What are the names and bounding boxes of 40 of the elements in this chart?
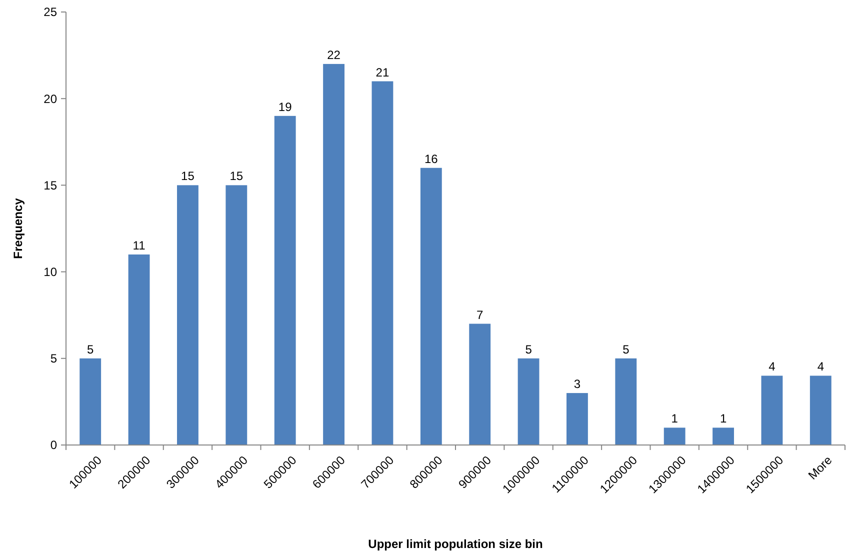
y-tick-label: 10 (44, 265, 58, 279)
bar (177, 185, 198, 445)
y-tick-label: 25 (44, 5, 58, 20)
data-label: 5 (87, 342, 94, 356)
data-label: 15 (230, 169, 244, 184)
data-label: 4 (817, 360, 824, 374)
bar (664, 428, 686, 445)
bar (810, 376, 832, 445)
y-tick-label: 0 (50, 438, 58, 452)
data-label: 1 (720, 412, 727, 426)
bar (566, 393, 588, 445)
bar (226, 185, 248, 445)
data-label: 11 (132, 238, 146, 252)
data-label: 5 (525, 342, 532, 356)
data-label: 7 (476, 308, 484, 322)
bar (518, 358, 540, 445)
bar (274, 116, 296, 445)
data-label: 22 (327, 48, 341, 62)
y-tick-label: 5 (50, 352, 58, 366)
bar (420, 168, 442, 445)
bar (615, 358, 637, 445)
bar (80, 358, 102, 445)
data-label: 16 (424, 152, 438, 166)
bar (761, 376, 783, 445)
data-label: 21 (376, 65, 390, 80)
y-tick-label: 20 (44, 92, 58, 106)
data-label: 3 (574, 377, 581, 392)
bar (712, 428, 734, 445)
bar (372, 81, 394, 445)
data-label: 5 (622, 342, 630, 356)
data-label: 4 (768, 360, 776, 374)
data-label: 15 (181, 169, 195, 184)
y-tick-label: 15 (44, 178, 58, 192)
x-axis-title: Upper limit population size bin (368, 537, 543, 551)
data-label: 1 (671, 412, 678, 426)
bar (469, 324, 491, 445)
data-label: 19 (278, 100, 292, 114)
y-axis-title: Frequency (11, 198, 25, 259)
bar (128, 254, 150, 445)
bar (323, 64, 344, 445)
